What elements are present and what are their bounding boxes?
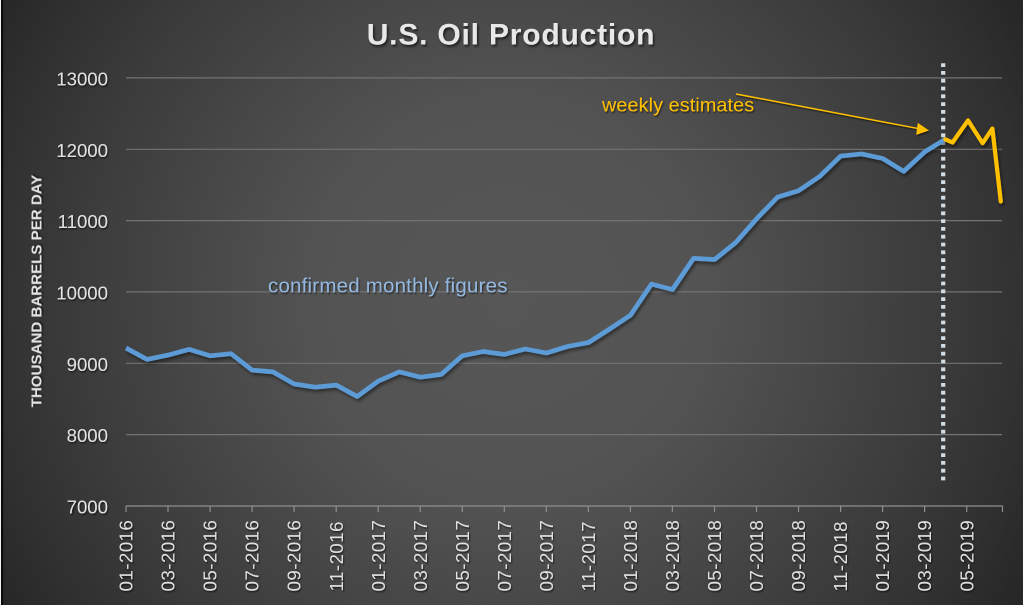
svg-text:01-2019: 01-2019 [872, 520, 893, 592]
svg-text:09-2018: 09-2018 [788, 520, 809, 592]
svg-text:05-2018: 05-2018 [704, 520, 725, 592]
svg-text:13000: 13000 [56, 69, 108, 90]
svg-text:confirmed monthly figures: confirmed monthly figures [268, 274, 508, 297]
svg-text:01-2018: 01-2018 [620, 520, 641, 592]
svg-text:05-2017: 05-2017 [452, 520, 473, 592]
svg-text:10000: 10000 [56, 283, 108, 304]
svg-text:THOUSAND BARRELS PER DAY: THOUSAND BARRELS PER DAY [29, 175, 46, 408]
svg-text:9000: 9000 [67, 354, 108, 375]
svg-text:03-2017: 03-2017 [410, 520, 431, 592]
svg-text:05-2016: 05-2016 [200, 520, 221, 592]
svg-text:11-2017: 11-2017 [578, 521, 599, 591]
svg-text:U.S. Oil Production: U.S. Oil Production [367, 19, 656, 52]
svg-text:weekly estimates: weekly estimates [601, 94, 754, 116]
svg-text:11-2018: 11-2018 [830, 521, 851, 591]
svg-text:01-2016: 01-2016 [116, 520, 137, 592]
svg-text:07-2016: 07-2016 [242, 520, 263, 592]
svg-text:01-2017: 01-2017 [368, 520, 389, 592]
svg-text:03-2018: 03-2018 [662, 520, 683, 592]
svg-text:05-2019: 05-2019 [956, 520, 977, 592]
svg-text:11000: 11000 [58, 211, 108, 232]
svg-text:11-2016: 11-2016 [326, 521, 347, 591]
svg-text:09-2017: 09-2017 [536, 520, 557, 592]
svg-text:03-2016: 03-2016 [158, 520, 179, 592]
svg-text:12000: 12000 [56, 140, 108, 161]
svg-text:8000: 8000 [67, 425, 108, 446]
svg-text:09-2016: 09-2016 [284, 520, 305, 592]
svg-text:7000: 7000 [67, 497, 108, 518]
svg-text:03-2019: 03-2019 [914, 520, 935, 592]
svg-text:07-2017: 07-2017 [494, 520, 515, 592]
svg-text:07-2018: 07-2018 [746, 520, 767, 592]
